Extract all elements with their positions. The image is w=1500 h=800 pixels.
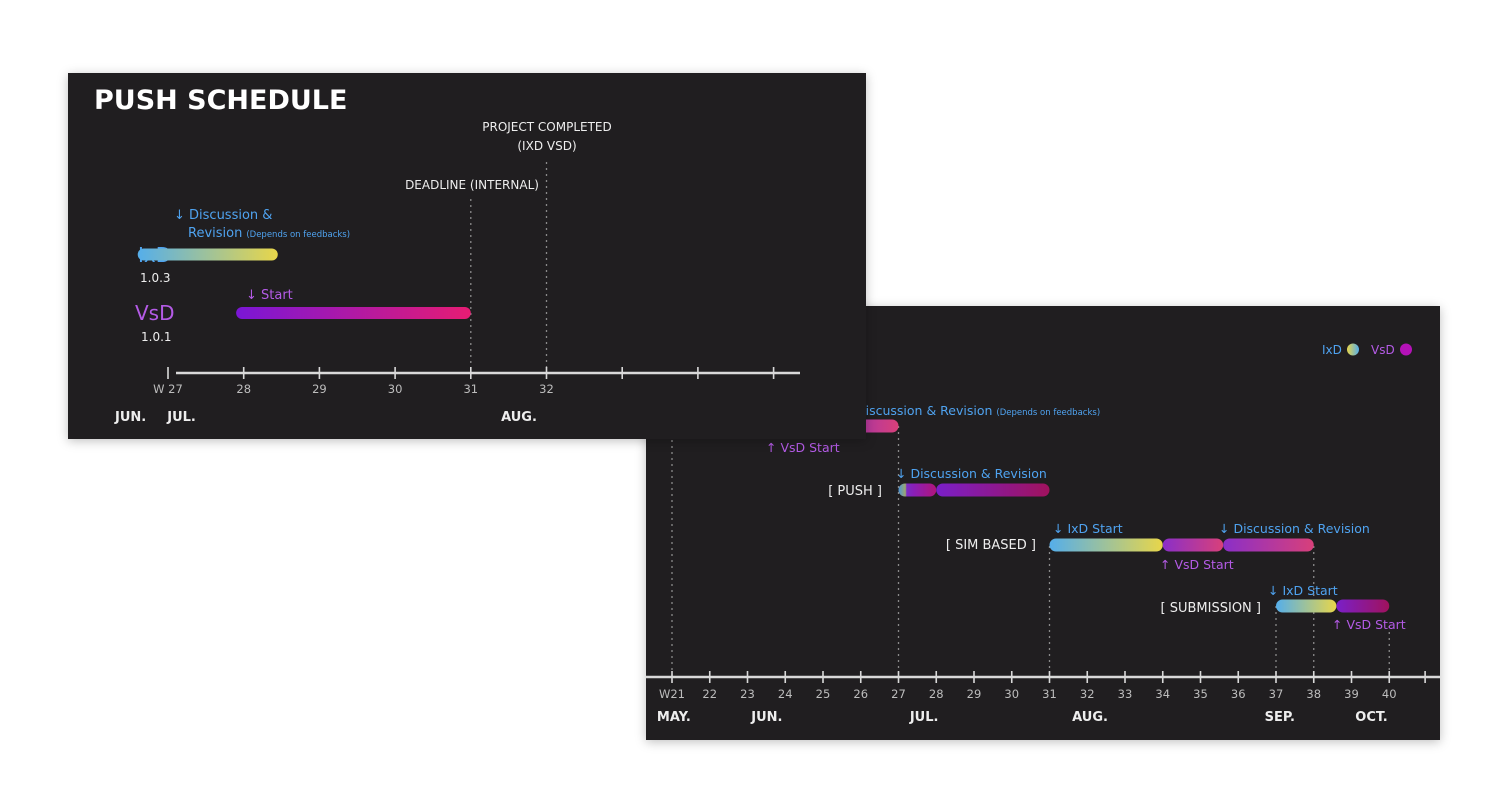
back-tick-label: 38 (1306, 687, 1321, 701)
completed-label-line2: (IXD VSD) (517, 139, 576, 153)
back-tick-label: 30 (1004, 687, 1019, 701)
back-tick-label: 31 (1042, 687, 1057, 701)
legend-ixd-label: IxD (1322, 343, 1342, 357)
vsd-track-name: VsD (135, 301, 175, 325)
completed-label-line1: PROJECT COMPLETED (482, 120, 612, 134)
back-task-bar-vsd (1162, 538, 1224, 552)
back-task-bar-ixd (1276, 599, 1337, 613)
back-month-label: JUN. (750, 710, 782, 725)
page-title: PUSH SCHEDULE (94, 85, 347, 116)
sim-row-discussion-note: ↓ Discussion & Revision (1219, 521, 1370, 536)
front-tick-label: 31 (463, 382, 478, 396)
back-tick-label: 27 (891, 687, 906, 701)
front-task-bar-ixd (137, 248, 278, 261)
submission-row-label: [ SUBMISSION ] (1161, 601, 1261, 616)
back-month-label: JUL. (909, 710, 939, 725)
back-task-bar-ixd (898, 483, 937, 497)
push-row-label: [ PUSH ] (828, 484, 882, 499)
first-row-note: Discussion & Revision (Depends on feedbac… (856, 403, 1100, 418)
front-task-bar-vsd (236, 307, 471, 319)
back-tick-label: 33 (1118, 687, 1133, 701)
front-bars (137, 248, 471, 319)
deadline-label: DEADLINE (INTERNAL) (405, 178, 539, 192)
legend-ixd-swatch (1347, 343, 1359, 356)
vsd-note: ↓ Start (246, 288, 293, 303)
back-month-label: AUG. (1072, 710, 1108, 725)
front-tick-label: 30 (388, 382, 403, 396)
back-tick-label: 37 (1269, 687, 1284, 701)
back-tick-label: 34 (1155, 687, 1170, 701)
back-tick-label: 25 (816, 687, 831, 701)
front-tick-label: 28 (236, 382, 251, 396)
back-tick-label: 26 (853, 687, 868, 701)
back-task-bar-ixd (1049, 538, 1163, 552)
back-task-bar-vsd (1336, 599, 1390, 613)
push-schedule-chart: PUSH SCHEDULE PROJECT COMPLETED (IXD VSD… (94, 85, 800, 425)
back-task-bar-vsd (1223, 538, 1314, 552)
back-month-label: OCT. (1355, 710, 1387, 725)
front-tick-label: 29 (312, 382, 327, 396)
ixd-version: 1.0.3 (140, 271, 171, 285)
front-month-label: JUL. (166, 410, 196, 425)
front-tick-label: 32 (539, 382, 554, 396)
back-tick-label: 36 (1231, 687, 1246, 701)
vsd-version: 1.0.1 (141, 330, 172, 344)
sim-row-vsd-note: ↑ VsD Start (1160, 557, 1234, 572)
back-month-labels: MAY. JUN. JUL. AUG. SEP. OCT. (657, 710, 1388, 725)
back-tick-label: W21 (659, 687, 685, 701)
front-month-label: AUG. (501, 410, 537, 425)
front-tick-label: W 27 (153, 382, 183, 396)
push-row-note: ↓ Discussion & Revision (896, 466, 1047, 481)
full-timeline-chart: IxD VsD Discussion & Revision (Depends on… (646, 343, 1440, 725)
legend-vsd-swatch (1400, 343, 1412, 356)
back-tick-label: 28 (929, 687, 944, 701)
back-tick-label: 29 (967, 687, 982, 701)
front-guide-lines (470, 162, 548, 373)
push-schedule-panel: PUSH SCHEDULE PROJECT COMPLETED (IXD VSD… (68, 73, 866, 439)
back-tick-label: 24 (778, 687, 793, 701)
front-month-labels: JUN. JUL. AUG. (114, 410, 537, 425)
ixd-note-line1: ↓ Discussion & (174, 208, 272, 223)
back-month-label: MAY. (657, 710, 691, 725)
back-tick-label: 40 (1382, 687, 1397, 701)
sim-row-label: [ SIM BASED ] (946, 538, 1036, 553)
ixd-note-line2: Revision (Depends on feedbacks) (188, 226, 350, 241)
back-month-label: SEP. (1265, 710, 1295, 725)
back-tick-label: 35 (1193, 687, 1208, 701)
back-axis-ticks: W21 22 23 24 25 26 27 28 29 30 31 32 33 34 35 36 37 38 39 4… (659, 671, 1426, 701)
first-row-vsd-note: ↑ VsD Start (766, 440, 840, 455)
back-tick-label: 39 (1344, 687, 1359, 701)
submission-row-vsd-note: ↑ VsD Start (1332, 617, 1406, 632)
sim-row-ixd-note: ↓ IxD Start (1053, 521, 1123, 536)
back-bars (823, 419, 1390, 613)
front-axis-ticks: W 27 28 29 30 31 32 (153, 367, 775, 396)
back-task-bar-vsd (936, 483, 1050, 497)
submission-row-ixd-note: ↓ IxD Start (1268, 583, 1338, 598)
back-guide-lines (671, 416, 1390, 677)
front-month-label: JUN. (114, 410, 146, 425)
back-tick-label: 23 (740, 687, 755, 701)
back-tick-label: 22 (702, 687, 717, 701)
back-tick-label: 32 (1080, 687, 1095, 701)
legend-vsd-label: VsD (1371, 343, 1395, 357)
